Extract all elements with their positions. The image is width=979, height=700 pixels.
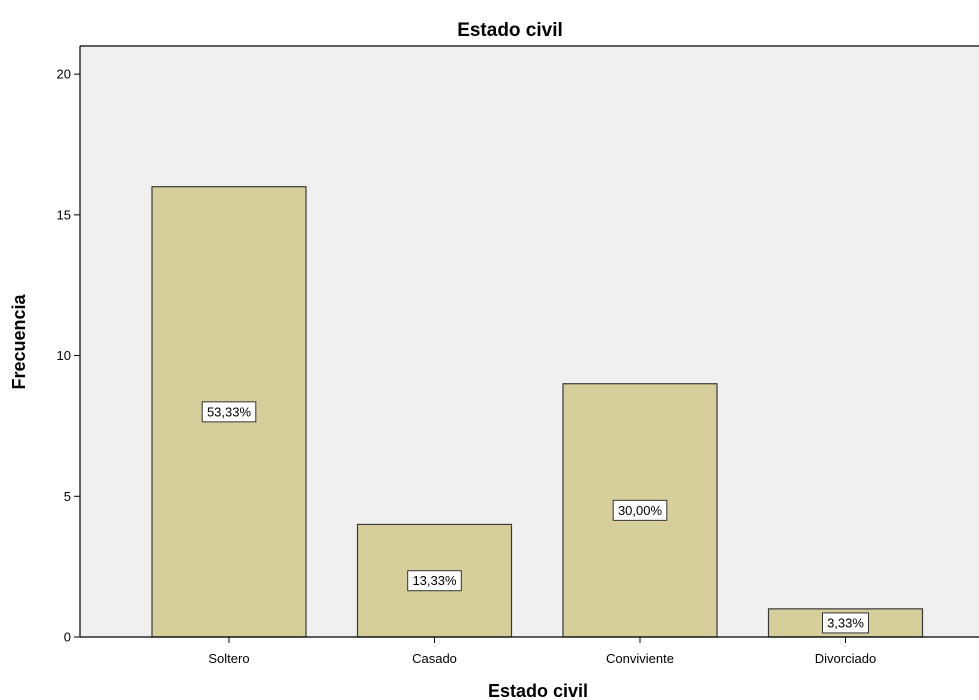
data-label-box [407, 570, 462, 592]
axes-layer: Soltero Casado Conviviente Divorciado 0 5 10 15… [57, 45, 979, 666]
x-tick-label: Conviviente [606, 651, 674, 666]
data-label: 30,00% [618, 503, 663, 518]
data-label: 53,33% [207, 404, 252, 419]
data-label-box [822, 612, 869, 634]
y-tick-label: 5 [64, 489, 71, 504]
x-tick-label: Soltero [208, 651, 249, 666]
data-label: 3,33% [827, 615, 864, 630]
y-tick-label: 10 [57, 348, 71, 363]
x-axis-title: Estado civil [488, 681, 588, 700]
x-tick-label: Divorciado [815, 651, 876, 666]
y-tick-label: 20 [57, 67, 71, 82]
chart-title: Estado civil [457, 20, 563, 41]
y-tick-label: 15 [57, 207, 71, 222]
data-labels-layer: 53,33% 13,33% 30,00% 3,33% [201, 401, 869, 634]
y-tick-label: 0 [64, 630, 71, 645]
data-label: 13,33% [412, 573, 457, 588]
data-label-box [201, 401, 257, 423]
data-label-box [612, 499, 668, 521]
x-tick-label: Casado [412, 651, 457, 666]
y-axis-title: Frecuencia [9, 293, 29, 389]
